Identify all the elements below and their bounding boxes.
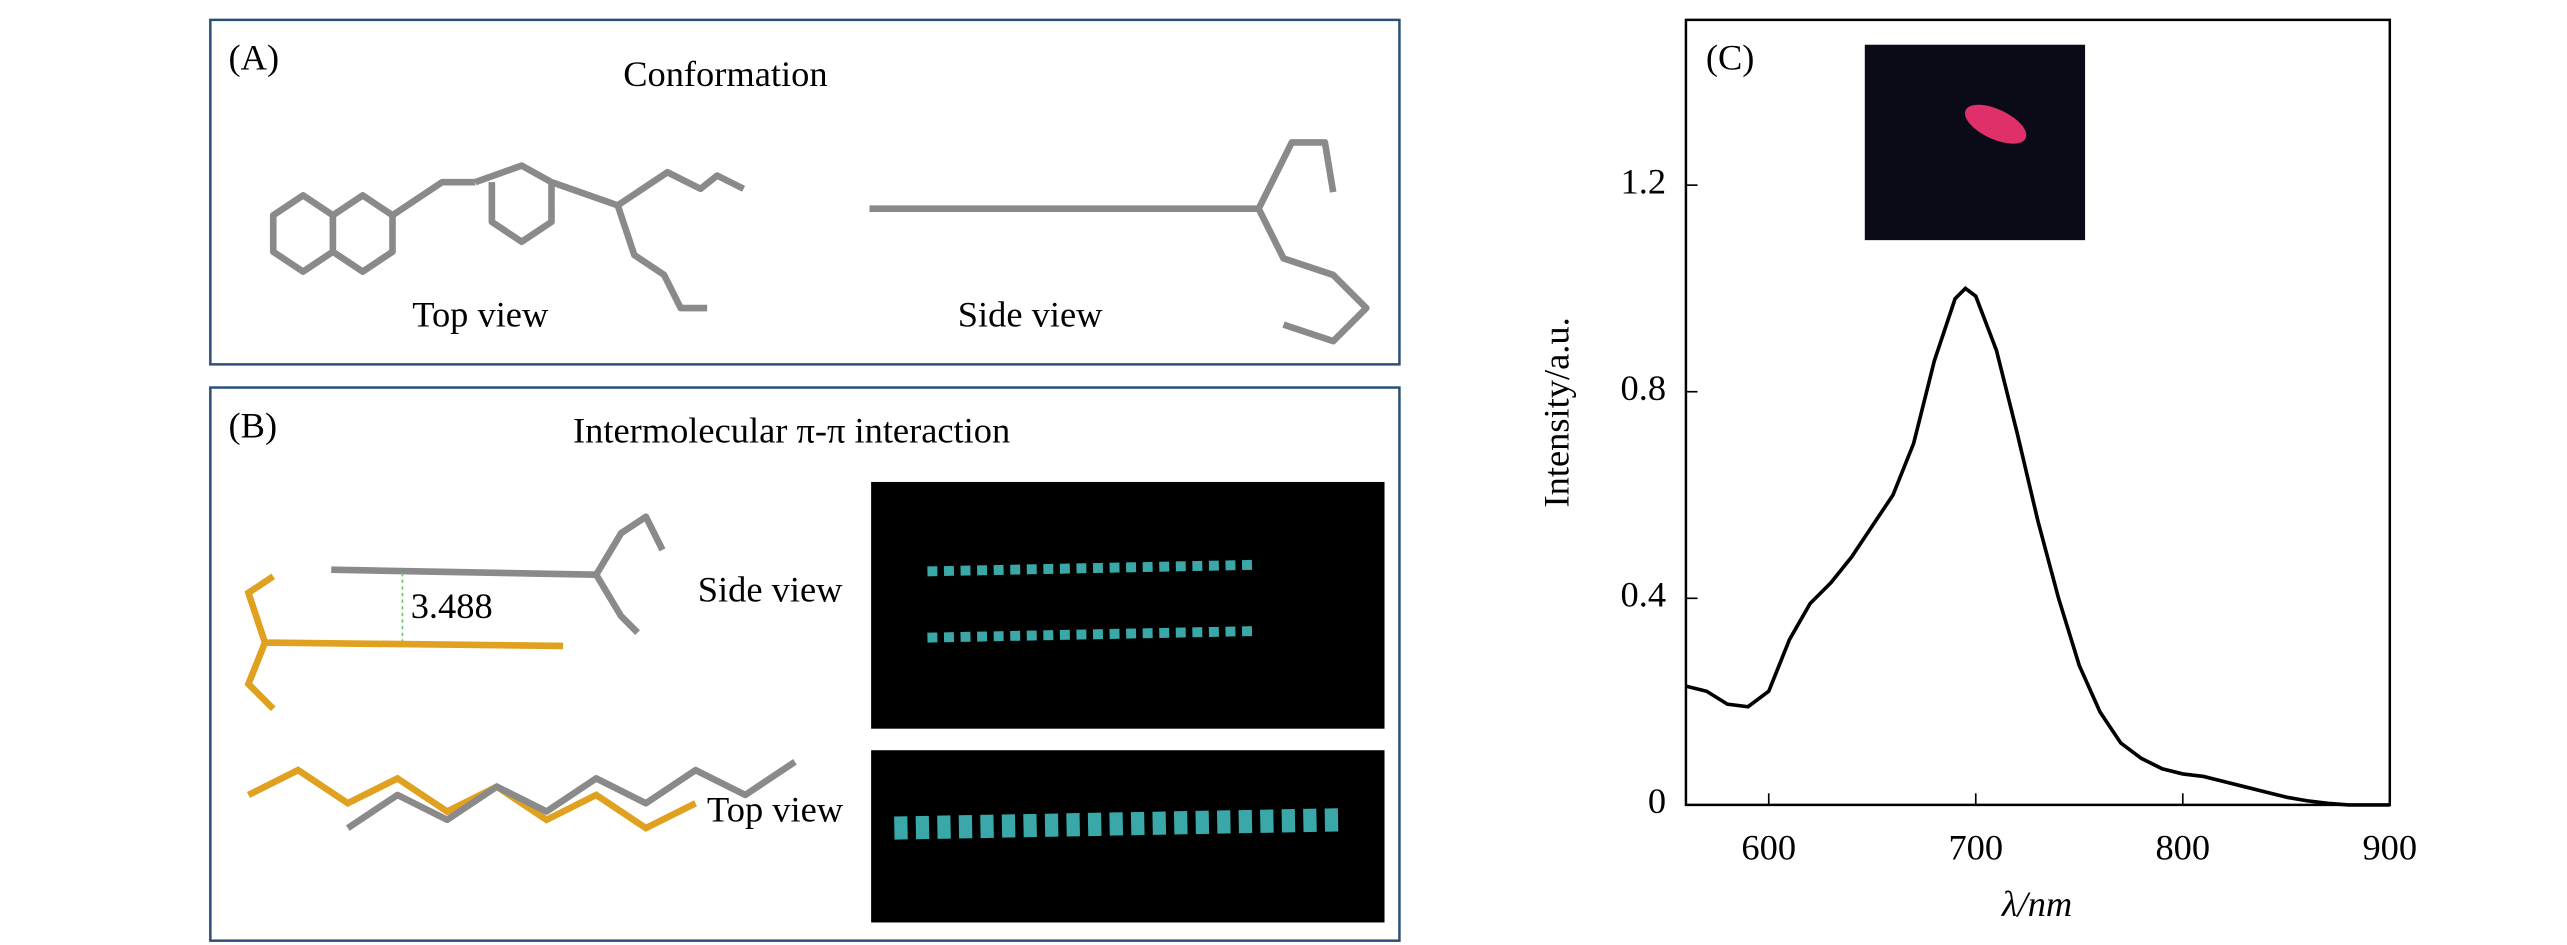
caption: Top view: [707, 790, 844, 830]
y-tick-label: 1.2: [1621, 162, 1667, 202]
spectrum-line: [1685, 286, 2390, 807]
x-tick-label: 900: [2362, 828, 2417, 868]
panel-label: (A): [229, 38, 280, 78]
panel-title: Conformation: [623, 54, 827, 94]
x-axis-label: λ/nm: [2001, 884, 2072, 924]
dimer-top: [246, 759, 797, 832]
caption: Top view: [412, 294, 549, 334]
plot-frame: [1684, 18, 2392, 807]
render-detail: [927, 559, 1259, 643]
molecule-top: [269, 162, 746, 312]
panel-label: (B): [229, 405, 278, 445]
x-tick-label: 700: [1948, 828, 2003, 868]
inset-photo: [1864, 44, 2086, 241]
y-axis-label: Intensity/a.u.: [1536, 317, 1576, 507]
x-tick-label: 600: [1741, 828, 1796, 868]
panel-a-box: [209, 18, 1401, 366]
caption: Side view: [698, 569, 843, 609]
caption: Side view: [958, 294, 1103, 334]
y-tick-label: 0: [1648, 781, 1666, 821]
panel-b-box: [209, 386, 1401, 942]
y-tick-label: 0.4: [1621, 575, 1667, 615]
panel-label: (C): [1706, 38, 1755, 78]
dimer-side: [244, 513, 666, 712]
render-detail: [894, 808, 1342, 840]
molecule-side: [869, 139, 1370, 345]
render-side: [871, 481, 1385, 729]
panel-title: Intermolecular π-π interaction: [573, 410, 1010, 450]
render-top: [871, 750, 1385, 923]
distance-label: 3.488: [411, 586, 493, 626]
y-tick-label: 0.8: [1621, 368, 1667, 408]
x-tick-label: 800: [2155, 828, 2210, 868]
crystal: [1964, 104, 2027, 144]
